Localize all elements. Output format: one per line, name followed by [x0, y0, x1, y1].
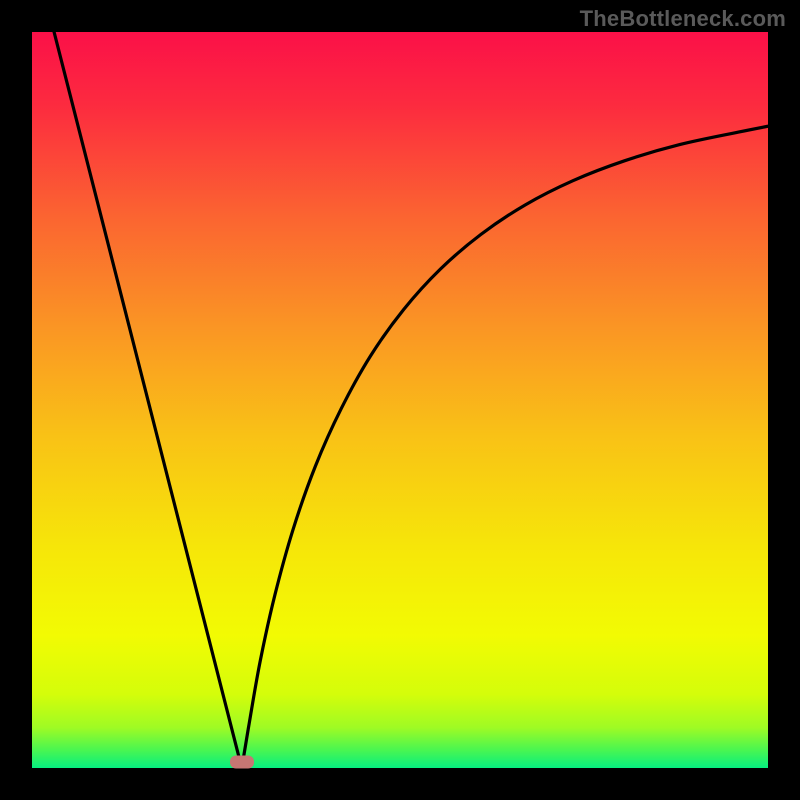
plot-area — [32, 32, 768, 768]
watermark-label: TheBottleneck.com — [580, 6, 786, 32]
chart-frame: TheBottleneck.com — [0, 0, 800, 800]
optimal-marker — [230, 756, 254, 769]
gradient-plot — [32, 32, 768, 768]
gradient-background — [32, 32, 768, 768]
